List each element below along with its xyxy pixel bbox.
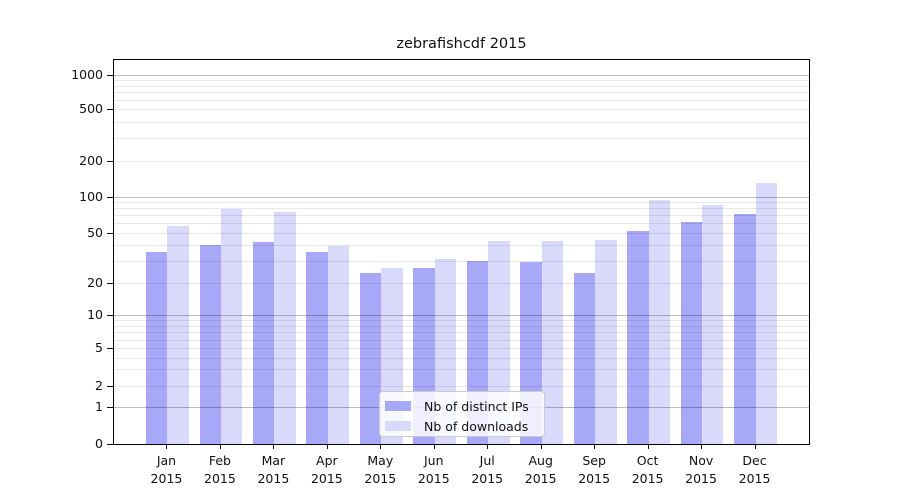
x-axis-tick-label: May 2015 (348, 452, 412, 487)
bar-distinct-ips (680, 222, 703, 444)
x-tick-mark (326, 445, 328, 449)
plot-area: Nb of distinct IPs Nb of downloads (113, 59, 810, 445)
x-tick-mark (273, 445, 275, 449)
bar-distinct-ips (573, 272, 596, 444)
x-axis-tick-label: Sep 2015 (562, 452, 626, 487)
y-tick-mark (107, 74, 113, 76)
month-label: Jan (156, 453, 177, 468)
y-axis-tick-label: 500 (79, 100, 103, 116)
bars-layer (114, 60, 809, 444)
bar-downloads (595, 239, 617, 444)
x-tick-mark (487, 445, 489, 449)
x-axis-tick-label: Apr 2015 (295, 452, 359, 487)
bar-downloads (327, 246, 350, 444)
y-tick-mark (107, 196, 113, 198)
month-label: Sep (582, 453, 606, 468)
bar-downloads (755, 183, 777, 444)
x-tick-mark (701, 445, 703, 449)
month-label: Mar (261, 453, 286, 468)
legend: Nb of distinct IPs Nb of downloads (379, 391, 545, 437)
y-axis-tick-label: 2 (95, 378, 103, 394)
x-tick-mark (380, 445, 382, 449)
y-axis-tick-label: 1 (95, 398, 103, 414)
y-tick-mark (107, 314, 113, 316)
month-label: Apr (316, 453, 338, 468)
year-label: 2015 (150, 470, 183, 486)
bar-distinct-ips (359, 272, 382, 444)
x-tick-mark (433, 445, 435, 449)
y-axis-tick-label: 1000 (71, 66, 103, 82)
bar-downloads (220, 209, 243, 444)
bar-distinct-ips (306, 252, 328, 444)
x-axis-tick-label: Dec 2015 (723, 452, 787, 487)
bar-downloads (648, 199, 670, 444)
x-axis-tick-label: Mar 2015 (241, 452, 305, 487)
year-label: 2015 (364, 470, 397, 486)
bar-distinct-ips (146, 252, 168, 444)
month-label: Nov (688, 453, 714, 468)
year-label: 2015 (738, 470, 771, 486)
legend-swatch-distinct-ips (385, 401, 411, 411)
y-tick-mark (107, 108, 113, 110)
x-axis-tick-label: Feb 2015 (188, 452, 252, 487)
y-axis-tick-label: 0 (95, 436, 103, 451)
year-label: 2015 (631, 470, 664, 486)
bar-downloads (702, 205, 724, 444)
chart-title: zebrafishcdf 2015 (396, 36, 527, 52)
legend-label: Nb of distinct IPs (424, 398, 529, 414)
y-axis-tick-label: 100 (79, 188, 103, 204)
y-axis-tick-label: 20 (87, 274, 103, 290)
year-label: 2015 (471, 470, 504, 486)
month-label: Jun (424, 453, 444, 468)
y-tick-mark (107, 161, 113, 163)
bar-distinct-ips (199, 244, 221, 444)
month-label: May (367, 453, 394, 468)
x-tick-mark (754, 445, 756, 449)
year-label: 2015 (417, 470, 450, 486)
legend-item: Nb of downloads (385, 416, 544, 436)
year-label: 2015 (578, 470, 611, 486)
bar-downloads (541, 240, 564, 444)
year-label: 2015 (685, 470, 717, 486)
year-label: 2015 (310, 470, 343, 486)
month-label: Dec (742, 453, 767, 468)
legend-swatch-downloads (385, 421, 411, 431)
x-axis-tick-label: Nov 2015 (669, 452, 733, 487)
x-axis-tick-label: Oct 2015 (616, 452, 680, 487)
y-axis-tick-label: 50 (87, 224, 103, 240)
bar-downloads (274, 211, 296, 444)
legend-label: Nb of downloads (424, 418, 529, 434)
y-tick-mark (107, 406, 113, 408)
x-tick-mark (219, 445, 221, 449)
y-axis-tick-label: 10 (87, 306, 103, 322)
year-label: 2015 (524, 470, 557, 486)
x-axis-tick-label: Jun 2015 (402, 452, 466, 487)
month-label: Aug (528, 453, 553, 468)
bar-distinct-ips (252, 242, 275, 444)
y-tick-mark (107, 232, 113, 234)
x-tick-mark (540, 445, 542, 449)
y-tick-mark (107, 348, 113, 350)
year-label: 2015 (204, 470, 236, 486)
x-tick-mark (594, 445, 596, 449)
x-tick-mark (166, 445, 168, 449)
bar-distinct-ips (734, 213, 756, 444)
y-axis-tick-label: 200 (79, 153, 103, 169)
y-tick-mark (107, 386, 113, 388)
bar-downloads (167, 225, 189, 444)
legend-item: Nb of distinct IPs (385, 396, 544, 416)
month-label: Oct (636, 453, 659, 468)
month-label: Jul (479, 453, 495, 468)
y-tick-mark (107, 282, 113, 284)
bar-distinct-ips (627, 230, 649, 444)
x-axis-tick-label: Aug 2015 (509, 452, 573, 487)
x-axis-tick-label: Jan 2015 (134, 452, 198, 487)
month-label: Feb (208, 453, 231, 468)
y-axis-tick-label: 5 (95, 340, 103, 356)
year-label: 2015 (257, 470, 290, 486)
x-tick-mark (647, 445, 649, 449)
y-tick-mark (107, 444, 113, 445)
x-axis-tick-label: Jul 2015 (455, 452, 519, 487)
